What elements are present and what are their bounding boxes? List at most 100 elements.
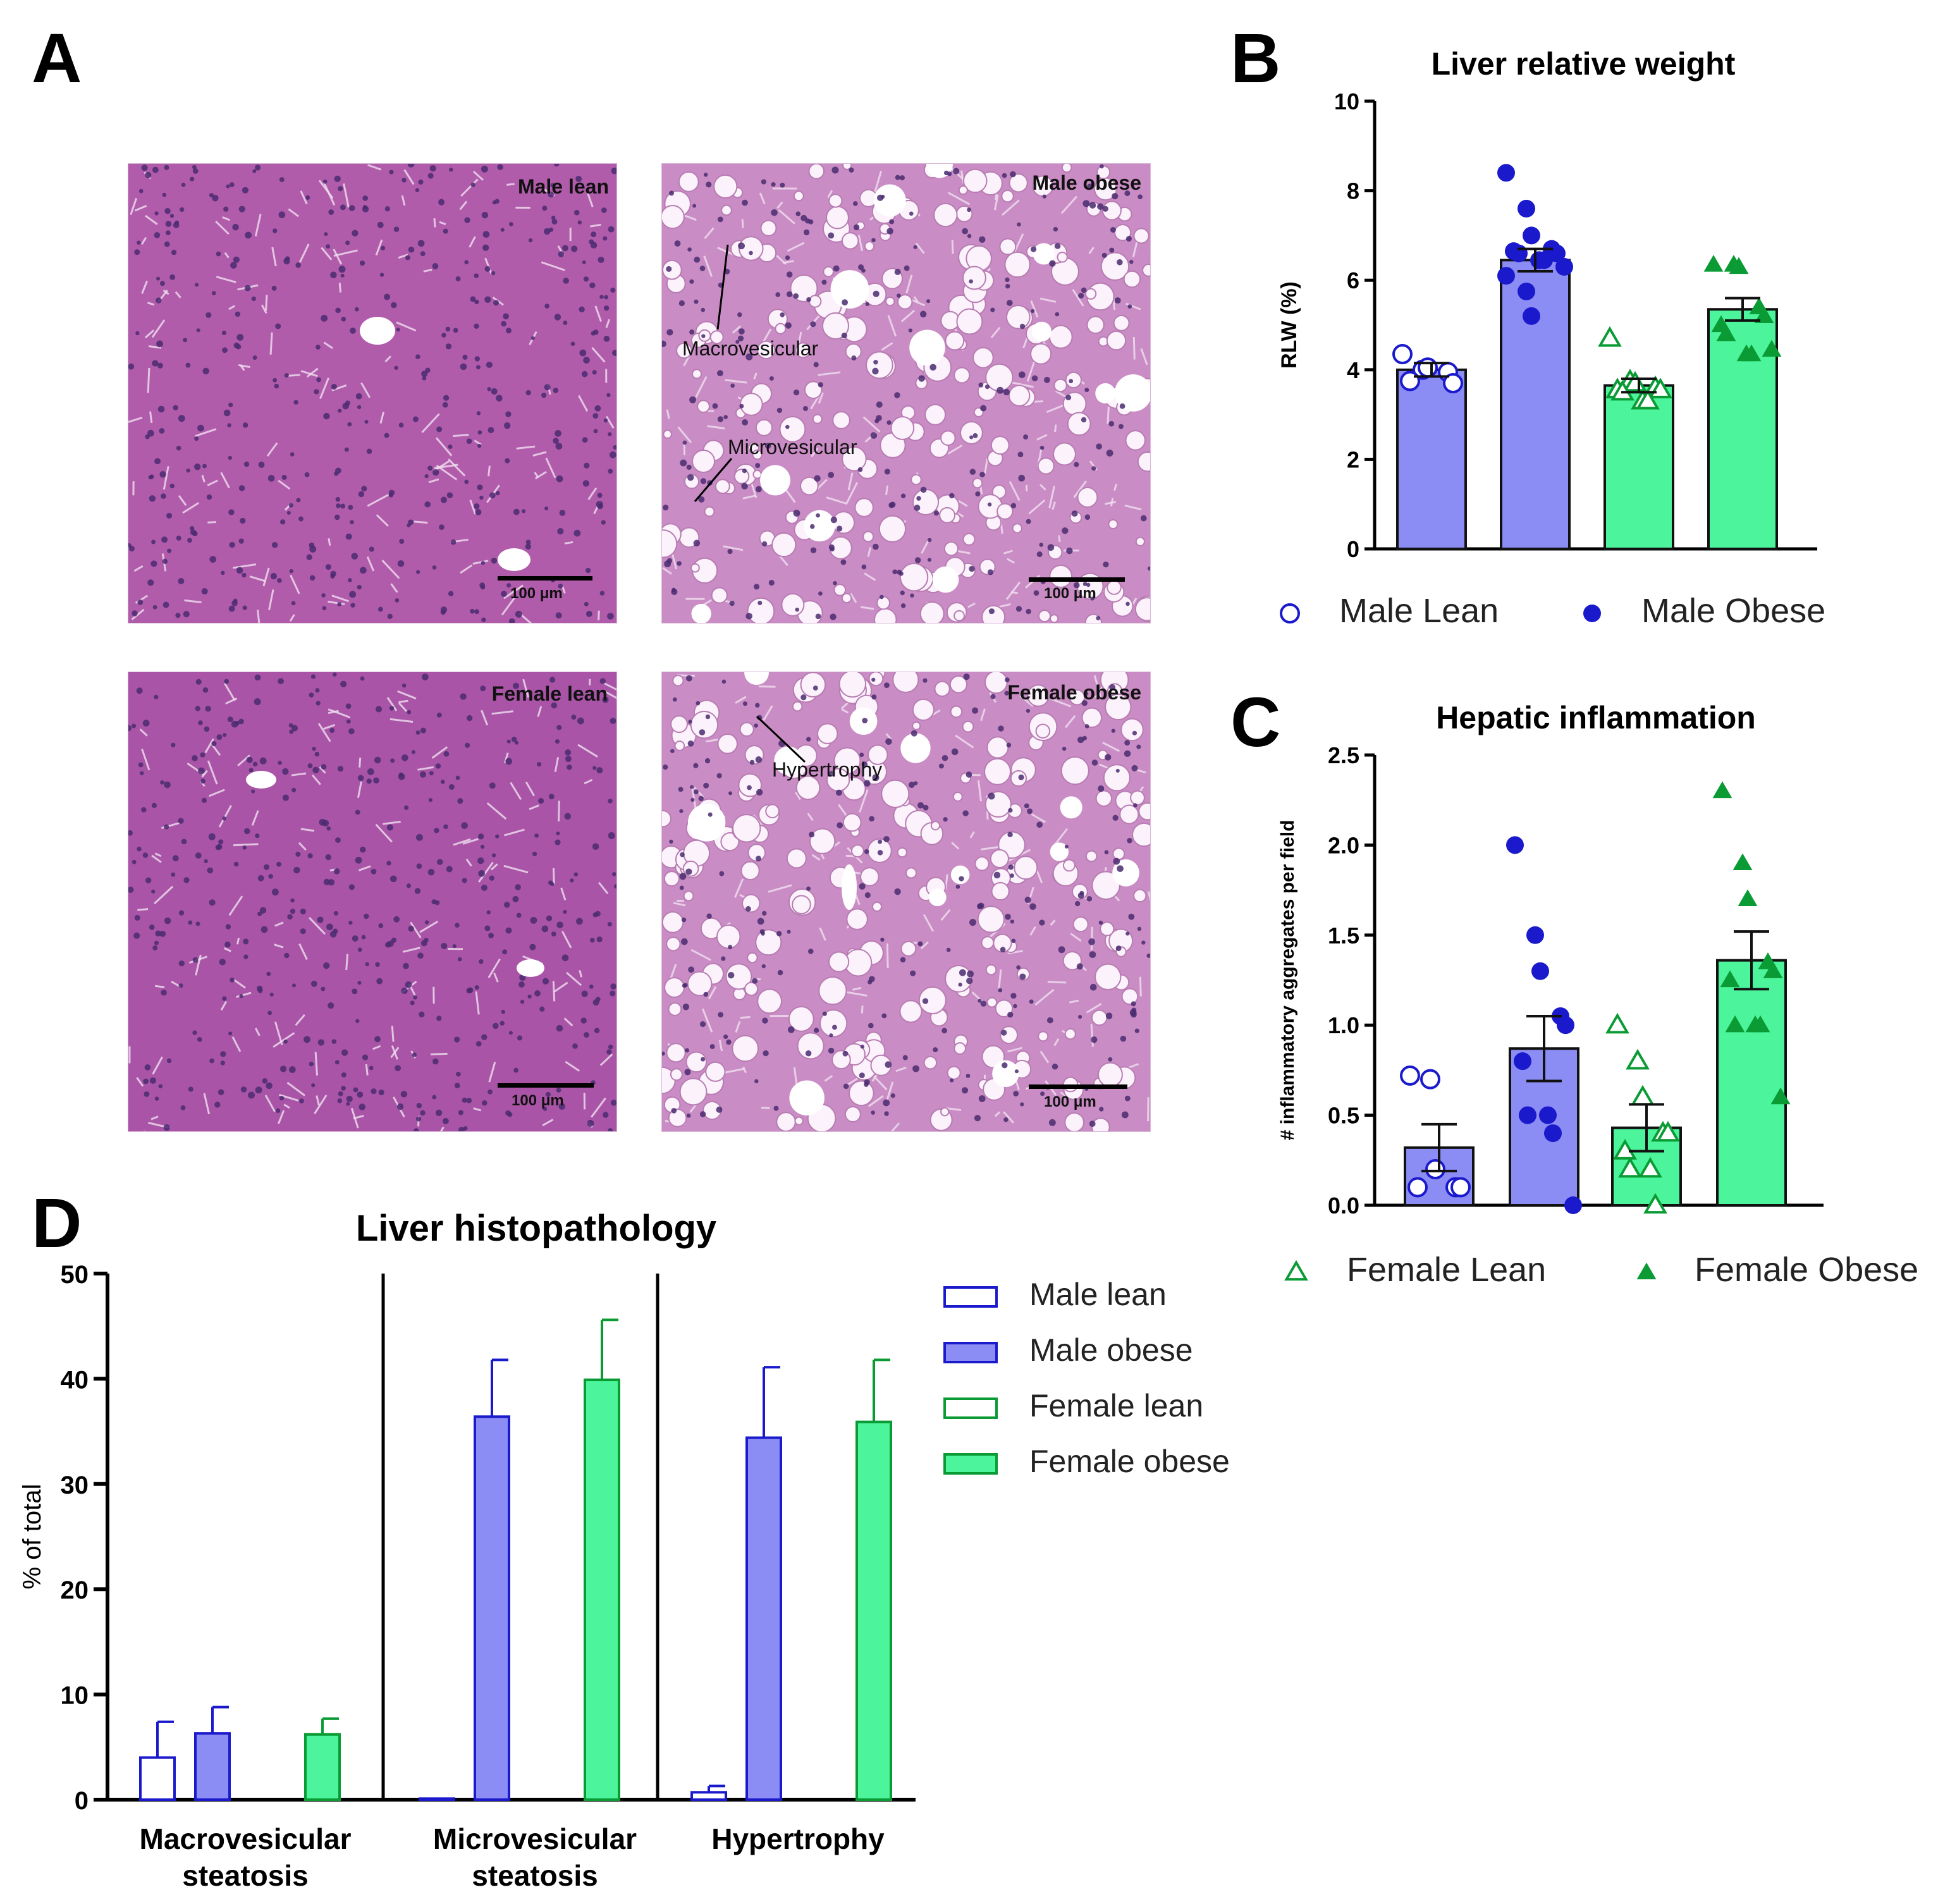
nucleus: [814, 1028, 819, 1033]
nucleus: [1010, 919, 1015, 924]
nucleus: [1074, 462, 1079, 467]
data-point-male-obese: [1526, 926, 1544, 944]
sinusoid: [144, 329, 155, 339]
nucleus: [463, 1126, 468, 1131]
lipid-vacuole: [1014, 856, 1038, 880]
sinusoid: [1060, 195, 1078, 214]
nucleus: [900, 603, 906, 608]
nucleus: [337, 766, 344, 772]
nucleus: [161, 536, 168, 543]
sinusoid: [1007, 1047, 1022, 1053]
lipid-vacuole: [871, 901, 883, 912]
nucleus: [949, 493, 955, 499]
nucleus: [341, 316, 346, 322]
nucleus: [402, 178, 407, 183]
nucleus: [190, 176, 195, 181]
nucleus: [556, 475, 563, 482]
nucleus: [671, 587, 676, 593]
sinusoid: [915, 242, 925, 254]
nucleus: [513, 1067, 518, 1073]
nucleus: [666, 266, 672, 272]
data-point-female-lean: [1643, 1193, 1667, 1214]
sinusoid: [323, 723, 336, 730]
nucleus: [211, 740, 217, 747]
sinusoid: [741, 219, 744, 228]
sinusoid: [433, 460, 450, 472]
sinusoid: [759, 192, 766, 205]
nucleus: [583, 357, 590, 364]
lipid-vacuole: [1106, 330, 1127, 351]
nucleus: [504, 902, 510, 908]
nucleus: [749, 250, 753, 255]
sinusoid: [360, 382, 371, 398]
sinusoid: [291, 772, 307, 777]
nucleus: [442, 1117, 449, 1124]
nucleus: [525, 539, 531, 545]
lipid-vacuole: [812, 414, 823, 424]
nucleus: [326, 826, 331, 831]
nucleus: [993, 871, 1001, 879]
nucleus: [251, 789, 255, 794]
nucleus: [321, 593, 326, 598]
nucleus: [1026, 608, 1031, 615]
nucleus: [544, 507, 549, 511]
nucleus: [975, 491, 981, 497]
sinusoid: [873, 171, 882, 195]
nucleus: [228, 402, 233, 407]
nucleus: [573, 872, 579, 877]
nucleus: [316, 345, 321, 350]
nucleus: [837, 822, 843, 828]
nucleus: [242, 572, 247, 578]
sinusoid: [469, 236, 476, 248]
nucleus: [555, 430, 561, 437]
nucleus: [357, 981, 362, 985]
nucleus: [143, 1078, 149, 1084]
nucleus: [412, 416, 419, 422]
nucleus: [712, 403, 718, 409]
nucleus: [315, 688, 320, 693]
sinusoid: [563, 1017, 573, 1027]
vein: [842, 864, 857, 910]
nucleus: [1002, 173, 1007, 178]
nucleus: [476, 411, 481, 415]
nucleus: [136, 687, 143, 694]
lipid-vacuole: [739, 722, 754, 737]
nucleus: [183, 338, 188, 343]
nucleus: [494, 199, 500, 204]
nucleus: [474, 503, 480, 510]
lipid-vacuole: [1065, 371, 1082, 389]
lipid-vacuole: [747, 597, 775, 623]
lipid-vacuole: [963, 168, 988, 193]
nucleus: [359, 567, 367, 574]
nucleus: [897, 293, 901, 298]
sinusoid: [522, 679, 530, 698]
nucleus: [378, 1090, 384, 1096]
sinusoid: [602, 682, 616, 691]
nucleus: [221, 330, 227, 336]
sinusoid: [1054, 424, 1057, 433]
nucleus: [334, 1060, 340, 1065]
nucleus: [592, 843, 599, 851]
nucleus: [1000, 947, 1006, 953]
lipid-vacuole: [793, 190, 804, 202]
sinusoid: [980, 708, 986, 722]
lipid-vacuole: [899, 1000, 923, 1023]
sinusoid: [690, 785, 697, 809]
lipid-vacuole: [952, 791, 963, 802]
nucleus: [321, 986, 326, 992]
nucleus: [785, 424, 790, 429]
nucleus: [376, 978, 383, 985]
nucleus: [497, 164, 503, 170]
sinusoid: [257, 610, 261, 623]
nucleus: [914, 505, 921, 511]
nucleus: [1020, 1102, 1024, 1107]
nucleus: [597, 493, 603, 498]
sinusoid: [218, 805, 232, 828]
nucleus: [305, 195, 310, 200]
sinusoid: [1050, 919, 1056, 926]
sinusoid: [666, 409, 670, 419]
sinusoid: [434, 464, 458, 469]
nucleus: [192, 1030, 197, 1035]
nucleus: [1024, 803, 1029, 809]
sinusoid: [587, 193, 594, 207]
